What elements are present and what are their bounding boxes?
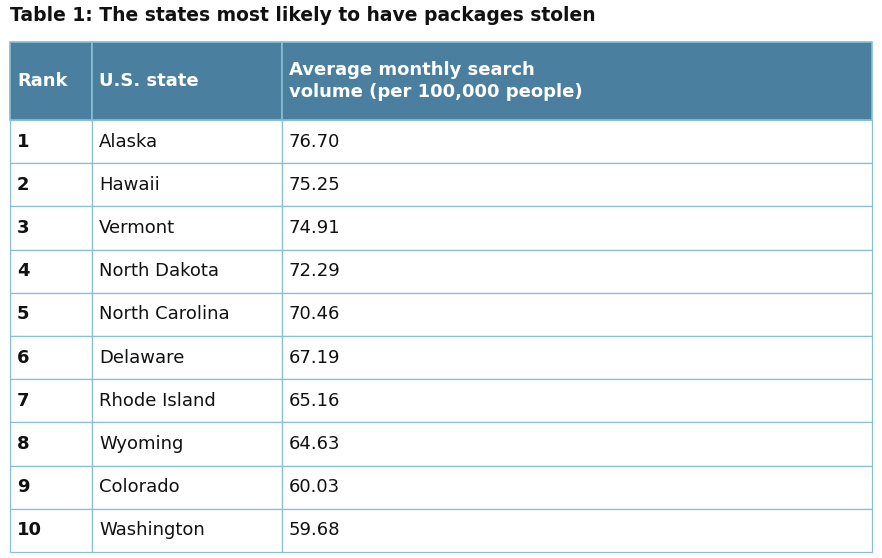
Text: Colorado: Colorado: [99, 478, 180, 496]
Text: 65.16: 65.16: [289, 392, 340, 410]
Bar: [10, 120, 92, 163]
Text: 9: 9: [17, 478, 29, 496]
Text: North Dakota: North Dakota: [99, 262, 219, 280]
Text: 67.19: 67.19: [289, 349, 340, 367]
Bar: [92, 509, 282, 552]
Bar: [10, 163, 92, 206]
Text: Rank: Rank: [17, 72, 68, 90]
Text: 5: 5: [17, 305, 29, 324]
Text: U.S. state: U.S. state: [99, 72, 198, 90]
Text: 7: 7: [17, 392, 29, 410]
Text: Alaska: Alaska: [99, 133, 158, 151]
Text: 72.29: 72.29: [289, 262, 340, 280]
Text: 70.46: 70.46: [289, 305, 340, 324]
Bar: [282, 422, 872, 465]
Bar: [282, 163, 872, 206]
Bar: [10, 42, 92, 120]
Text: 6: 6: [17, 349, 29, 367]
Bar: [10, 336, 92, 379]
Text: North Carolina: North Carolina: [99, 305, 229, 324]
Bar: [10, 509, 92, 552]
Text: 3: 3: [17, 219, 29, 237]
Text: 10: 10: [17, 521, 42, 540]
Bar: [92, 293, 282, 336]
Bar: [92, 206, 282, 249]
Bar: [92, 42, 282, 120]
Text: Table 1: The states most likely to have packages stolen: Table 1: The states most likely to have …: [10, 6, 595, 25]
Text: 2: 2: [17, 176, 29, 194]
Text: Vermont: Vermont: [99, 219, 176, 237]
Bar: [282, 120, 872, 163]
Bar: [282, 336, 872, 379]
Text: 64.63: 64.63: [289, 435, 340, 453]
Text: Delaware: Delaware: [99, 349, 184, 367]
Bar: [92, 249, 282, 293]
Bar: [282, 509, 872, 552]
Bar: [92, 422, 282, 465]
Text: 75.25: 75.25: [289, 176, 340, 194]
Bar: [10, 206, 92, 249]
Bar: [10, 422, 92, 465]
Text: 76.70: 76.70: [289, 133, 340, 151]
Bar: [10, 379, 92, 422]
Bar: [92, 336, 282, 379]
Bar: [10, 465, 92, 509]
Text: Wyoming: Wyoming: [99, 435, 183, 453]
Bar: [282, 249, 872, 293]
Bar: [10, 293, 92, 336]
Bar: [282, 293, 872, 336]
Bar: [282, 206, 872, 249]
Bar: [92, 163, 282, 206]
Bar: [282, 465, 872, 509]
Bar: [92, 120, 282, 163]
Text: 8: 8: [17, 435, 30, 453]
Bar: [92, 465, 282, 509]
Text: Rhode Island: Rhode Island: [99, 392, 216, 410]
Text: 60.03: 60.03: [289, 478, 340, 496]
Bar: [282, 42, 872, 120]
Text: Average monthly search
volume (per 100,000 people): Average monthly search volume (per 100,0…: [289, 61, 583, 101]
Text: 4: 4: [17, 262, 29, 280]
Bar: [10, 249, 92, 293]
Text: 59.68: 59.68: [289, 521, 340, 540]
Bar: [282, 379, 872, 422]
Text: 1: 1: [17, 133, 29, 151]
Text: Hawaii: Hawaii: [99, 176, 160, 194]
Text: Washington: Washington: [99, 521, 205, 540]
Text: 74.91: 74.91: [289, 219, 340, 237]
Bar: [92, 379, 282, 422]
